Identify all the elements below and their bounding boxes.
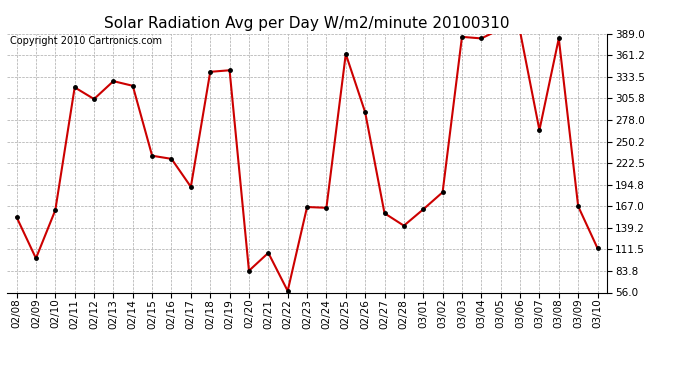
- Title: Solar Radiation Avg per Day W/m2/minute 20100310: Solar Radiation Avg per Day W/m2/minute …: [104, 16, 510, 31]
- Text: Copyright 2010 Cartronics.com: Copyright 2010 Cartronics.com: [10, 36, 162, 46]
